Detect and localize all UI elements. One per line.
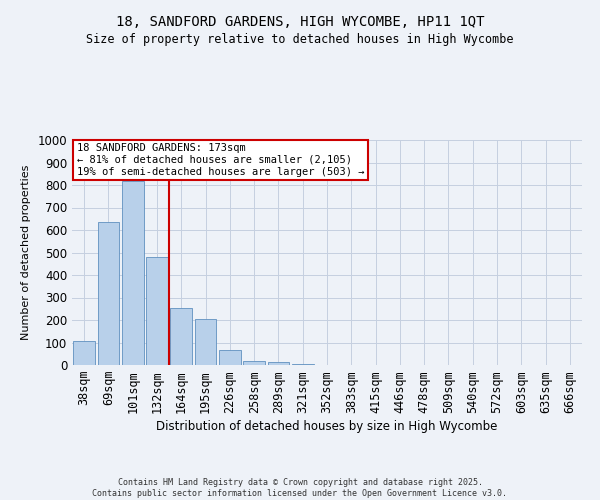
Bar <box>146 257 168 365</box>
Bar <box>194 319 217 365</box>
Bar <box>73 341 95 365</box>
Bar <box>122 180 143 365</box>
Text: 18 SANDFORD GARDENS: 173sqm
← 81% of detached houses are smaller (2,105)
19% of : 18 SANDFORD GARDENS: 173sqm ← 81% of det… <box>77 144 365 176</box>
Bar <box>97 222 119 365</box>
Bar <box>219 350 241 365</box>
Bar <box>268 362 289 365</box>
Bar <box>292 364 314 365</box>
Text: Contains HM Land Registry data © Crown copyright and database right 2025.
Contai: Contains HM Land Registry data © Crown c… <box>92 478 508 498</box>
Bar <box>243 360 265 365</box>
Text: 18, SANDFORD GARDENS, HIGH WYCOMBE, HP11 1QT: 18, SANDFORD GARDENS, HIGH WYCOMBE, HP11… <box>116 15 484 29</box>
X-axis label: Distribution of detached houses by size in High Wycombe: Distribution of detached houses by size … <box>157 420 497 432</box>
Text: Size of property relative to detached houses in High Wycombe: Size of property relative to detached ho… <box>86 32 514 46</box>
Bar <box>170 308 192 365</box>
Y-axis label: Number of detached properties: Number of detached properties <box>20 165 31 340</box>
